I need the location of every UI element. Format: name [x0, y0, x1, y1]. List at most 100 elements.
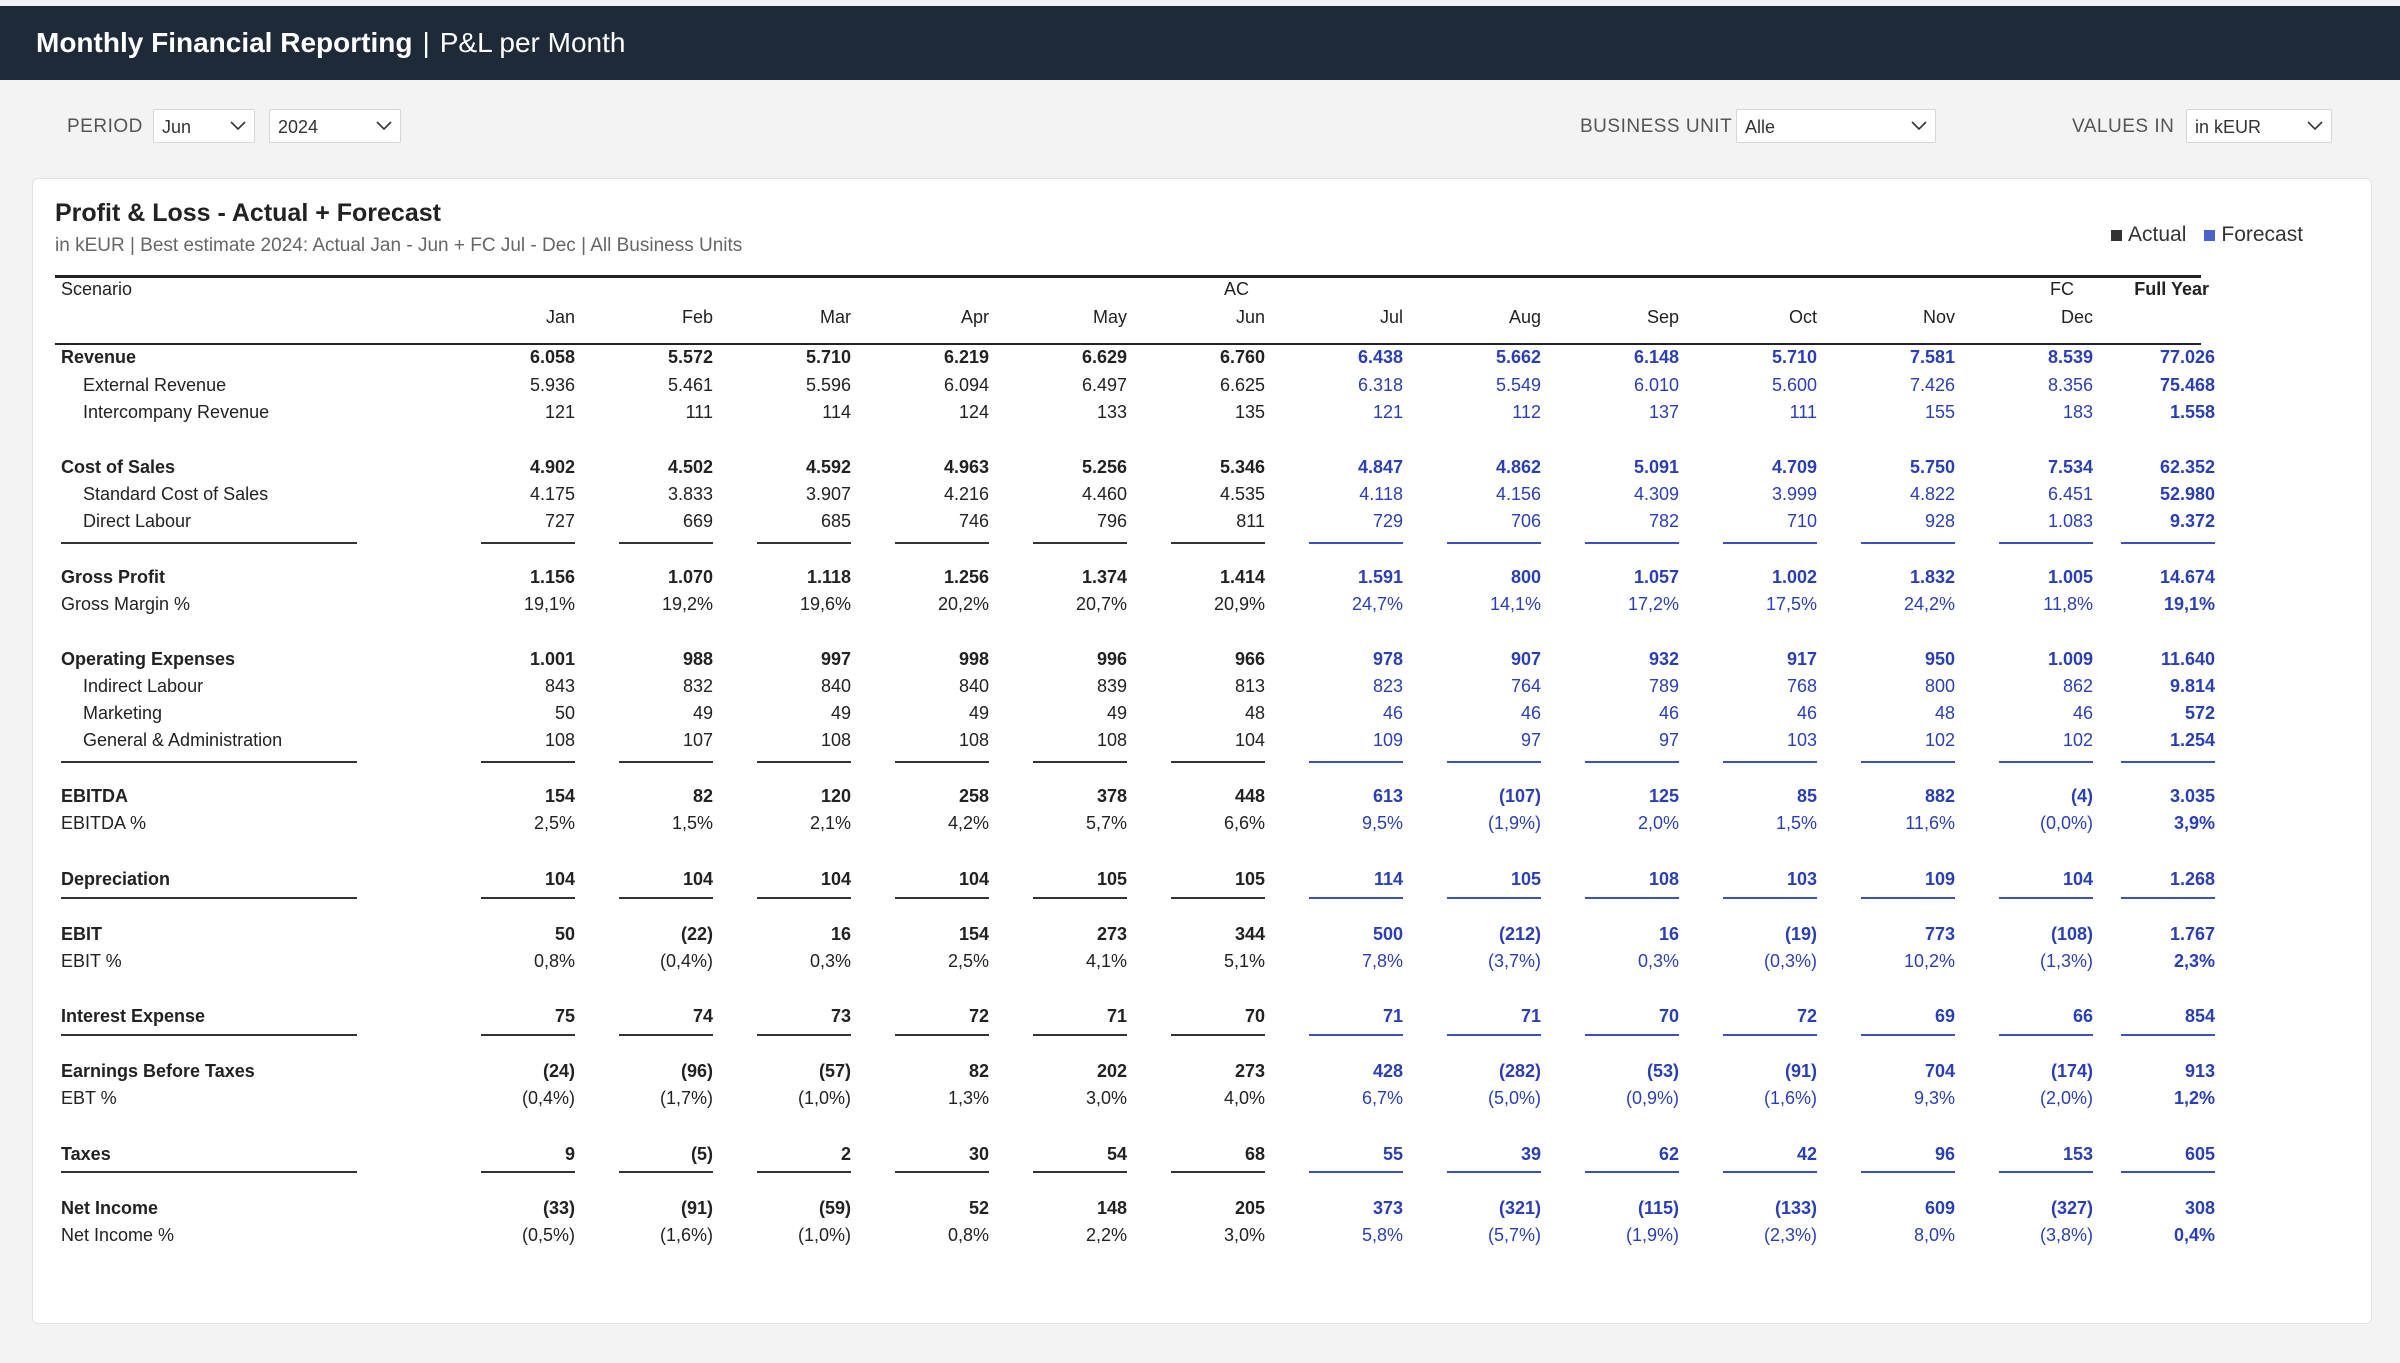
cell-revenue-jan: 6.058 — [529, 347, 575, 367]
subtotal-rule — [757, 761, 851, 763]
cell-direct-labour-nov: 928 — [1924, 511, 1955, 531]
month-header-dec: Dec — [2060, 307, 2093, 327]
subtotal-rule — [757, 1034, 851, 1036]
cell-ebit-oct: (19) — [1784, 924, 1817, 944]
row-label-intercompany-revenue: Intercompany Revenue — [83, 402, 270, 422]
cell-direct-labour-jul: 729 — [1372, 511, 1403, 531]
cell-net-income-aug: (5,7%) — [1487, 1225, 1541, 1245]
cell-marketing-apr: 49 — [968, 703, 989, 723]
header-rule — [55, 343, 2201, 345]
values-in-dropdown[interactable]: in kEUR — [2186, 109, 2332, 143]
cell-marketing-sep: 46 — [1658, 703, 1679, 723]
chevron-down-icon — [1911, 121, 1927, 131]
cell-depreciation-apr: 104 — [958, 869, 989, 889]
cell-direct-labour-feb: 669 — [682, 511, 713, 531]
cell-ebitda-aug: (107) — [1498, 786, 1541, 806]
cell-direct-labour-full-year: 9.372 — [2169, 511, 2215, 531]
cell-standard-cost-of-sales-sep: 4.309 — [1633, 484, 1679, 504]
cell-standard-cost-of-sales-mar: 3.907 — [805, 484, 851, 504]
row-label-general-administration: General & Administration — [83, 730, 283, 750]
ac-header: AC — [1223, 279, 1249, 299]
cell-general-administration-full-year: 1.254 — [2169, 730, 2215, 750]
period-year-dropdown[interactable]: 2024 — [269, 109, 401, 143]
month-header-oct: Oct — [1788, 307, 1817, 327]
cell-ebitda-jul: 613 — [1372, 786, 1403, 806]
cell-intercompany-revenue-jan: 121 — [544, 402, 575, 422]
cell-cost-of-sales-mar: 4.592 — [805, 457, 851, 477]
period-month-dropdown[interactable]: Jun — [153, 109, 255, 143]
subtotal-rule — [895, 1171, 989, 1173]
cell-ebitda-mar: 120 — [820, 786, 851, 806]
cell-gross-margin-jul: 24,7% — [1351, 594, 1403, 614]
cell-ebt-dec: (2,0%) — [2039, 1088, 2093, 1108]
cell-operating-expenses-may: 996 — [1096, 649, 1127, 669]
cell-marketing-may: 49 — [1106, 703, 1127, 723]
cell-standard-cost-of-sales-jan: 4.175 — [529, 484, 575, 504]
subtotal-rule — [1999, 761, 2093, 763]
cell-intercompany-revenue-jul: 121 — [1372, 402, 1403, 422]
subtotal-rule — [1033, 761, 1127, 763]
cell-general-administration-apr: 108 — [958, 730, 989, 750]
cell-net-income-jan: (33) — [542, 1198, 575, 1218]
cell-gross-margin-apr: 20,2% — [937, 594, 989, 614]
full-year-header: Full Year — [2134, 279, 2209, 299]
cell-intercompany-revenue-mar: 114 — [822, 402, 851, 422]
cell-taxes-full-year: 605 — [2184, 1144, 2215, 1164]
subtotal-rule — [1999, 1034, 2093, 1036]
cell-marketing-oct: 46 — [1796, 703, 1817, 723]
cell-ebitda-aug: (1,9%) — [1487, 813, 1541, 833]
cell-ebit-apr: 154 — [958, 924, 989, 944]
cell-cost-of-sales-feb: 4.502 — [667, 457, 713, 477]
cell-net-income-feb: (91) — [680, 1198, 713, 1218]
subtotal-rule — [61, 542, 357, 544]
cell-earnings-before-taxes-apr: 82 — [968, 1061, 989, 1081]
row-label-marketing: Marketing — [83, 703, 163, 723]
cell-standard-cost-of-sales-apr: 4.216 — [943, 484, 989, 504]
cell-ebit-jun: 5,1% — [1223, 951, 1265, 971]
row-label-indirect-labour: Indirect Labour — [83, 676, 204, 696]
row-label-net-income: Net Income — [61, 1198, 159, 1218]
subtotal-rule — [1309, 761, 1403, 763]
cell-earnings-before-taxes-sep: (53) — [1646, 1061, 1679, 1081]
business-unit-dropdown[interactable]: Alle — [1736, 109, 1936, 143]
subtotal-rule — [1861, 897, 1955, 899]
subtotal-rule — [895, 542, 989, 544]
cell-ebitda-sep: 125 — [1648, 786, 1679, 806]
cell-external-revenue-full-year: 75.468 — [2159, 375, 2215, 395]
cell-gross-profit-dec: 1.005 — [2047, 567, 2093, 587]
cell-ebitda-dec: (0,0%) — [2039, 813, 2093, 833]
cell-gross-profit-may: 1.374 — [1081, 567, 1127, 587]
cell-indirect-labour-feb: 832 — [682, 676, 713, 696]
cell-standard-cost-of-sales-feb: 3.833 — [667, 484, 713, 504]
legend: Actual Forecast — [2093, 223, 2303, 247]
cell-interest-expense-dec: 66 — [2072, 1006, 2093, 1026]
cell-net-income-jun: 205 — [1234, 1198, 1265, 1218]
cell-earnings-before-taxes-nov: 704 — [1924, 1061, 1955, 1081]
row-label-interest-expense: Interest Expense — [61, 1006, 206, 1026]
cell-ebt-oct: (1,6%) — [1763, 1088, 1817, 1108]
row-label-ebitda: EBITDA % — [61, 813, 147, 833]
cell-indirect-labour-apr: 840 — [958, 676, 989, 696]
chevron-down-icon — [376, 121, 392, 131]
subtotal-rule — [619, 897, 713, 899]
cell-interest-expense-mar: 73 — [830, 1006, 851, 1026]
cell-operating-expenses-feb: 988 — [682, 649, 713, 669]
cell-direct-labour-jun: 811 — [1236, 511, 1265, 531]
cell-revenue-nov: 7.581 — [1909, 347, 1955, 367]
subtotal-rule — [481, 1171, 575, 1173]
subtotal-rule — [1723, 761, 1817, 763]
cell-standard-cost-of-sales-oct: 3.999 — [1771, 484, 1817, 504]
cell-external-revenue-sep: 6.010 — [1633, 375, 1679, 395]
cell-ebit-sep: 16 — [1658, 924, 1679, 944]
subtotal-rule — [1723, 1034, 1817, 1036]
business-unit-label: BUSINESS UNIT — [1580, 116, 1733, 137]
cell-earnings-before-taxes-jul: 428 — [1372, 1061, 1403, 1081]
cell-ebitda-may: 378 — [1096, 786, 1127, 806]
cell-earnings-before-taxes-may: 202 — [1096, 1061, 1127, 1081]
cell-revenue-apr: 6.219 — [943, 347, 989, 367]
cell-taxes-jul: 55 — [1382, 1144, 1403, 1164]
cell-gross-profit-jan: 1.156 — [529, 567, 575, 587]
period-month-value: Jun — [162, 117, 192, 137]
cell-marketing-mar: 49 — [830, 703, 851, 723]
cell-ebitda-jan: 2,5% — [533, 813, 575, 833]
